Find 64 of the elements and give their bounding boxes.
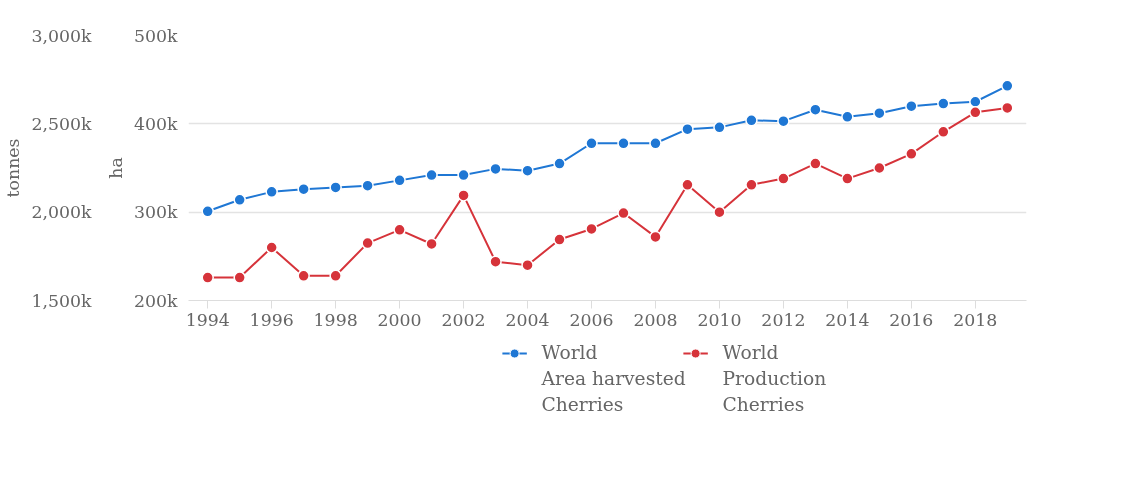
y2-tick-label: 2,000k: [31, 202, 92, 223]
point: [233, 271, 246, 284]
y-tick-label: 200k: [133, 290, 178, 311]
x-tick-label: 2004: [505, 309, 550, 330]
x-tick-label: 2002: [441, 309, 486, 330]
legend-label: World Area harvested Cherries: [540, 341, 686, 415]
y2-tick-label: 3,000k: [31, 25, 92, 46]
point: [361, 236, 374, 250]
y-tick-label: 500k: [133, 25, 178, 46]
legend-label: World Production Cherries: [722, 341, 827, 415]
point: [905, 99, 918, 113]
y2-tick-label: 1,500k: [31, 290, 92, 311]
point: [297, 182, 310, 196]
point: [329, 269, 342, 283]
point: [937, 97, 950, 110]
point: [553, 157, 566, 170]
point: [297, 269, 310, 283]
point: [425, 168, 438, 182]
point: [233, 193, 246, 207]
x-tick-label: 1998: [313, 309, 358, 330]
y2-tick-label: 2,500k: [31, 113, 92, 134]
point: [489, 255, 502, 268]
x-tick-label: 1994: [185, 309, 230, 330]
point: [425, 237, 438, 251]
point: [649, 230, 662, 244]
point: [521, 258, 534, 272]
x-tick-label: 2018: [953, 309, 998, 330]
x-tick-label: 2008: [633, 309, 678, 330]
point: [617, 206, 630, 220]
point: [457, 189, 470, 202]
point: [777, 114, 790, 128]
x-tick-label: 1996: [249, 309, 294, 330]
x-tick-label: 2016: [889, 309, 934, 330]
y-tick-label: 400k: [133, 113, 178, 134]
point: [681, 122, 694, 136]
point: [265, 185, 278, 199]
point: [713, 205, 726, 219]
point: [1001, 101, 1014, 115]
point: [777, 172, 790, 185]
x-tick-label: 2014: [825, 309, 870, 330]
point: [265, 241, 278, 254]
point: [489, 162, 502, 176]
x-tick-label: 2012: [761, 309, 806, 330]
x-tick-label: 2006: [569, 309, 614, 330]
point: [393, 223, 406, 237]
point: [873, 161, 886, 175]
point: [809, 157, 822, 170]
point: [553, 233, 566, 246]
y-tick-label: 300k: [133, 202, 178, 223]
point: [745, 178, 758, 192]
point: [841, 172, 854, 185]
point: [585, 222, 598, 236]
x-tick-label: 2000: [377, 309, 422, 330]
point: [937, 125, 950, 139]
point: [457, 168, 470, 182]
point: [905, 147, 918, 161]
point: [841, 110, 854, 124]
point: [1001, 79, 1014, 93]
point: [873, 106, 886, 120]
point: [681, 178, 694, 192]
x-tick-label: 2010: [697, 309, 742, 330]
y2-axis-title: tonnes: [3, 138, 24, 198]
point: [329, 181, 342, 194]
y-axis-title: ha: [105, 157, 126, 179]
